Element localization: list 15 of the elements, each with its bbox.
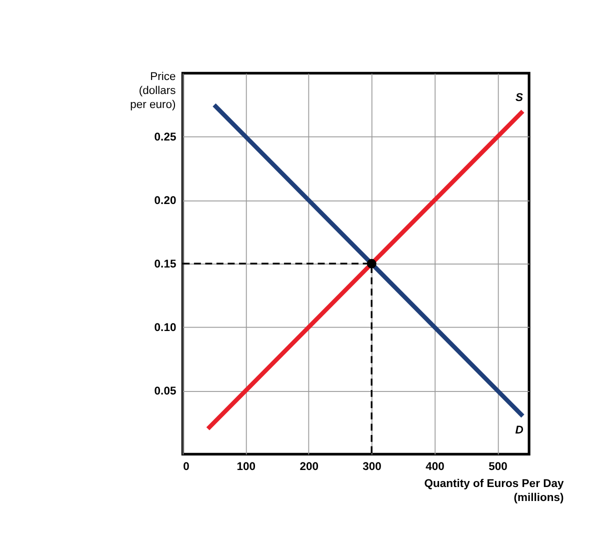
x-tick-label: 500 <box>488 461 508 474</box>
x-tick-label: 100 <box>236 461 256 474</box>
x-axis-title: Quantity of Euros Per Day (millions) <box>424 478 564 504</box>
x-tick-label: 200 <box>300 461 318 474</box>
y-axis-title: Price (dollars per euro) <box>130 71 176 111</box>
series-label: S <box>516 92 524 104</box>
y-tick-label: 0.25 <box>154 132 176 144</box>
x-tick-label: 0 <box>183 461 190 474</box>
y-tick-label: 0.10 <box>154 322 176 334</box>
series-label: D <box>515 424 524 436</box>
y-tick-label: 0.05 <box>154 386 176 398</box>
y-tick-label: 0.20 <box>154 195 176 208</box>
y-tick-label: 0.15 <box>154 258 176 271</box>
x-tick-label: 400 <box>426 461 444 474</box>
x-tick-label: 300 <box>362 461 382 474</box>
